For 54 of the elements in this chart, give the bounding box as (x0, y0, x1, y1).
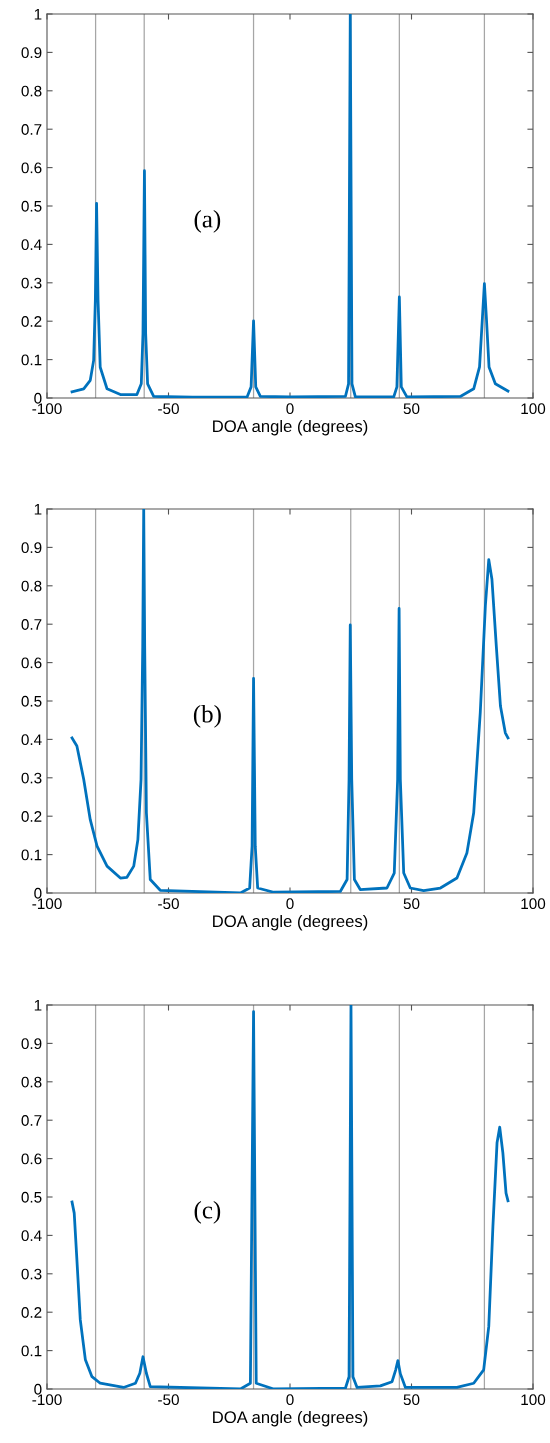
y-tick-label: 0.9 (21, 47, 42, 59)
y-tick-label: 0.3 (21, 772, 42, 784)
y-tick-label: 0.2 (21, 316, 42, 327)
x-tick-label: 50 (403, 898, 420, 910)
x-tick-label: -100 (32, 403, 62, 415)
annotation: (a) (194, 210, 221, 233)
y-tick-label: 0.7 (21, 124, 42, 135)
x-tick-label: 0 (286, 1394, 294, 1406)
y-tick-label: 0.8 (21, 1076, 42, 1088)
y-tick-label: 0.1 (21, 354, 42, 366)
x-tick-label: 50 (403, 1394, 420, 1406)
y-tick-label: 0 (34, 887, 42, 899)
x-tick-label: 0 (286, 898, 294, 910)
y-tick-label: 0.2 (21, 1307, 42, 1318)
y-tick-label: 1 (34, 1000, 42, 1011)
y-tick-label: 0.9 (21, 1038, 42, 1050)
y-tick-label: 0.8 (21, 580, 42, 592)
x-tick-label: 100 (521, 403, 546, 415)
x-tick-label: 0 (286, 403, 294, 415)
y-tick-label: 0.9 (21, 542, 42, 554)
annotation: (c) (194, 1201, 221, 1224)
y-tick-label: 0.4 (21, 1230, 42, 1242)
x-axis-title: DOA angle (degrees) (213, 1410, 368, 1427)
y-tick-label: 0 (34, 392, 42, 404)
x-tick-label: -50 (158, 403, 179, 415)
y-tick-label: 0.4 (21, 734, 42, 746)
y-tick-label: 0.4 (21, 239, 42, 251)
x-tick-label: -100 (32, 1394, 62, 1406)
y-tick-label: 0.6 (21, 657, 42, 669)
y-tick-label: 1 (34, 9, 42, 20)
x-tick-label: 100 (521, 898, 546, 910)
y-tick-label: 0.6 (21, 1153, 42, 1165)
y-tick-label: 0.8 (21, 85, 42, 97)
x-tick-label: 50 (403, 403, 420, 415)
y-tick-label: 0.7 (21, 1115, 42, 1126)
y-tick-label: 0.5 (21, 200, 42, 212)
y-tick-label: 0 (34, 1383, 42, 1395)
y-tick-label: 0.5 (21, 1191, 42, 1203)
y-tick-label: 0.2 (21, 811, 42, 822)
y-tick-label: 0.5 (21, 695, 42, 707)
y-tick-label: 0.1 (21, 849, 42, 861)
x-axis-title: DOA angle (degrees) (213, 914, 368, 931)
x-tick-label: -50 (158, 1394, 179, 1406)
y-tick-label: 1 (34, 504, 42, 515)
x-axis-title: DOA angle (degrees) (213, 419, 368, 436)
y-tick-label: 0.3 (21, 277, 42, 289)
y-tick-label: 0.7 (21, 619, 42, 630)
x-tick-label: 100 (521, 1394, 546, 1406)
y-tick-label: 0.1 (21, 1345, 42, 1357)
x-tick-label: -50 (158, 898, 179, 910)
x-tick-label: -100 (32, 898, 62, 910)
annotation: (b) (193, 705, 221, 728)
y-tick-label: 0.3 (21, 1268, 42, 1280)
y-tick-label: 0.6 (21, 162, 42, 174)
